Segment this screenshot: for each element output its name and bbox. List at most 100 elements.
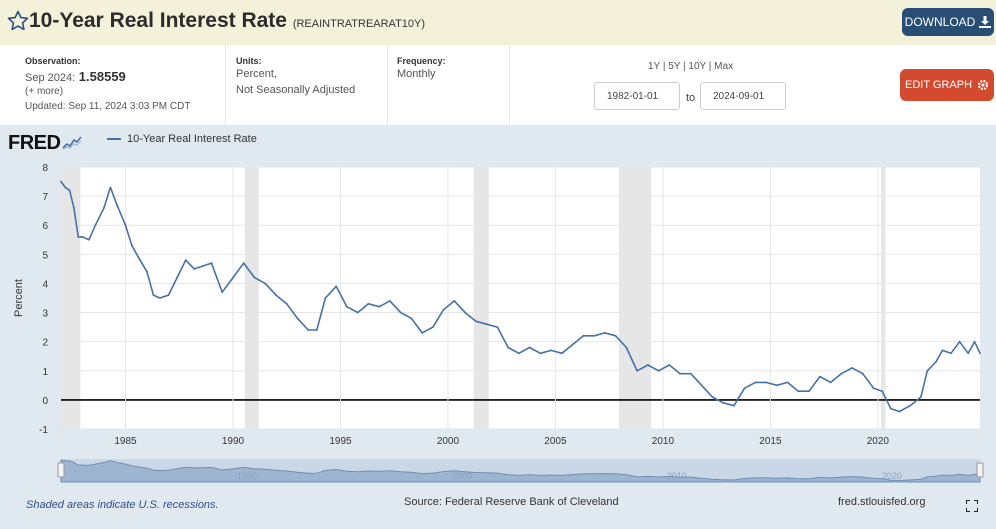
y-tick-label: 5: [42, 250, 48, 261]
data-point: [950, 352, 952, 355]
data-point: [68, 189, 71, 192]
data-point: [94, 224, 97, 227]
edit-graph-button[interactable]: EDIT GRAPH: [900, 69, 994, 101]
navigator-handle[interactable]: [57, 462, 65, 478]
download-button[interactable]: DOWNLOAD: [902, 8, 994, 36]
start-date-input[interactable]: [594, 82, 680, 110]
end-date-input[interactable]: [700, 82, 786, 110]
data-point: [60, 180, 62, 183]
data-point: [158, 297, 161, 299]
recession-band: [61, 167, 81, 429]
navigator-area: [60, 459, 981, 483]
data-point: [722, 401, 725, 404]
x-tick-label: 2020: [867, 436, 890, 447]
navigator-label: 1990: [237, 471, 257, 481]
data-point: [324, 297, 327, 299]
data-point: [496, 326, 499, 329]
navigator-handle[interactable]: [976, 462, 984, 478]
x-tick-label: 1985: [114, 436, 137, 447]
gear-icon: [977, 79, 989, 91]
data-point: [679, 372, 682, 375]
data-point: [881, 390, 884, 393]
data-point: [242, 262, 245, 264]
data-point: [201, 265, 204, 267]
data-point: [550, 349, 553, 352]
series-line: [60, 181, 981, 413]
data-point: [210, 262, 213, 264]
data-point: [346, 305, 348, 308]
data-point: [367, 302, 370, 305]
data-point: [582, 334, 585, 337]
range-selector[interactable]: 1Y | 5Y | 10Y | Max: [648, 61, 734, 72]
more-link[interactable]: (+ more): [25, 86, 64, 97]
data-point: [571, 343, 574, 346]
observation-label: Observation:: [25, 56, 81, 66]
metadata-bar: Observation: Sep 2024: 1.58559 (+ more) …: [0, 45, 996, 126]
data-point: [64, 186, 67, 189]
data-point: [657, 369, 660, 372]
edit-graph-label: EDIT GRAPH: [904, 79, 973, 91]
updated-text: Updated: Sep 11, 2024 3:03 PM CDT: [25, 101, 191, 112]
y-tick-label: 1: [42, 367, 48, 378]
observation-number: 1.58559: [78, 69, 126, 84]
data-point: [614, 334, 617, 337]
data-point: [711, 396, 714, 398]
legend-series-name: 10-Year Real Interest Rate: [127, 133, 257, 145]
data-point: [137, 256, 140, 259]
fullscreen-icon[interactable]: [966, 500, 978, 512]
data-point: [464, 311, 467, 314]
data-point: [221, 291, 224, 294]
data-point: [958, 340, 961, 343]
data-point: [307, 329, 310, 331]
data-point: [909, 404, 912, 407]
data-point: [829, 381, 832, 384]
data-point: [593, 334, 596, 337]
navigator-label: 2000: [452, 471, 472, 481]
data-point: [184, 259, 187, 262]
data-point: [973, 340, 976, 343]
units-line1: Percent,: [236, 68, 277, 80]
observation-panel: Observation: Sep 2024: 1.58559 (+ more) …: [0, 45, 226, 125]
data-point: [818, 375, 821, 378]
site-url[interactable]: fred.stlouisfed.org: [838, 496, 926, 508]
data-point: [253, 276, 256, 279]
data-point: [131, 244, 133, 247]
data-point: [167, 294, 170, 296]
series-id: (REAINTRATREARAT10Y): [292, 18, 426, 30]
data-point: [797, 390, 800, 393]
data-point: [103, 206, 105, 209]
data-point: [176, 276, 178, 279]
frequency-value: Monthly: [397, 68, 436, 80]
observation-period: Sep 2024:: [25, 72, 76, 84]
fred-logo-text: FRED: [8, 132, 61, 154]
data-point: [285, 302, 288, 305]
data-point: [115, 203, 118, 206]
y-tick-label: 3: [42, 309, 48, 320]
data-point: [109, 186, 112, 189]
data-point: [786, 381, 789, 384]
line-chart: -1 0 1 2 3 4 5 6 7 8 1985 1990 1995 2000 2005 2010 2015 2…: [13, 163, 984, 483]
data-point: [152, 294, 155, 296]
units-line2: Not Seasonally Adjusted: [236, 84, 356, 96]
legend-line-swatch: [107, 138, 121, 140]
star-icon[interactable]: [6, 9, 30, 33]
data-point: [88, 238, 90, 241]
download-label: DOWNLOAD: [904, 15, 976, 29]
data-point: [72, 206, 75, 209]
download-icon: [979, 16, 992, 28]
data-point: [926, 369, 929, 372]
x-tick-label: 2015: [759, 436, 782, 447]
trend-icon: [62, 136, 83, 150]
y-tick-label: 4: [42, 279, 48, 290]
data-point: [539, 352, 542, 355]
data-point: [919, 396, 922, 398]
data-point: [851, 366, 853, 369]
data-point: [474, 320, 477, 323]
data-point: [356, 311, 359, 314]
data-point: [81, 235, 84, 238]
data-point: [967, 352, 970, 355]
data-point: [861, 372, 864, 375]
recession-band: [881, 167, 886, 429]
page-title: 10-Year Real Interest Rate (REAINTRATREA…: [29, 9, 425, 33]
title-bar: 10-Year Real Interest Rate (REAINTRATREA…: [0, 0, 996, 45]
